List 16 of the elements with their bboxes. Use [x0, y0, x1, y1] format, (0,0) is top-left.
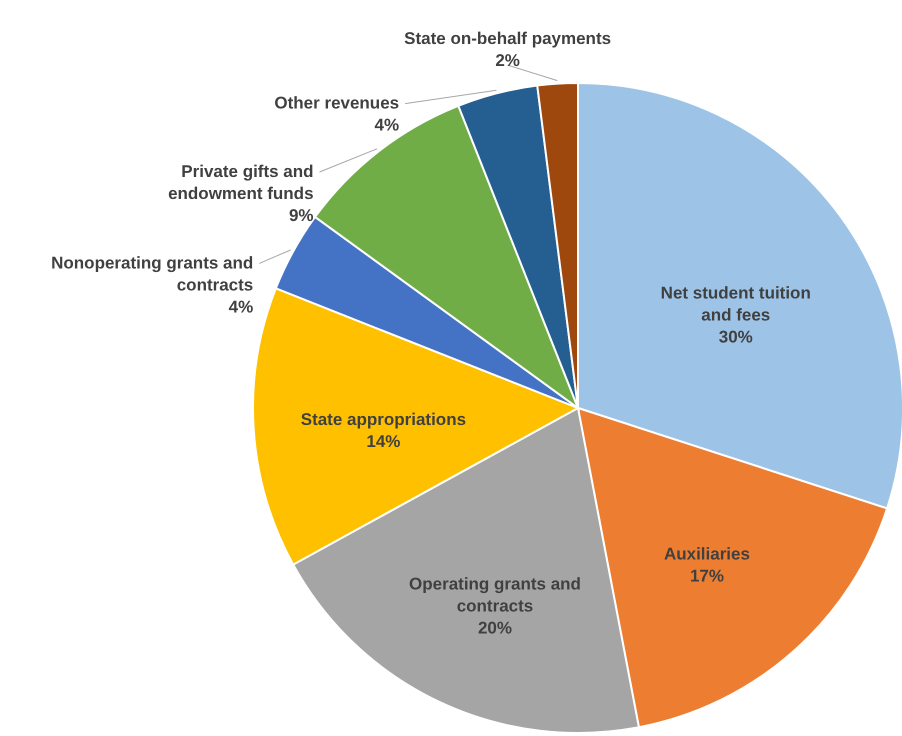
- slice-label: State on-behalf payments: [404, 29, 612, 48]
- slice-label: Operating grants and contracts: [409, 574, 581, 616]
- slice-label: Net student tuition and fees: [660, 283, 811, 324]
- slice-label: State appropriations: [300, 410, 466, 430]
- data-label: 4%: [374, 116, 400, 135]
- data-label: 4%: [228, 297, 254, 316]
- data-label: 20%: [478, 618, 512, 638]
- slice-label: Nonoperating grants and contracts: [51, 253, 254, 294]
- slice-label: Other revenues: [274, 94, 400, 113]
- data-label: 2%: [495, 51, 520, 70]
- slice-label: Private gifts and endowment funds: [168, 162, 314, 203]
- data-label: 17%: [690, 566, 724, 586]
- slice-label: Auxiliaries: [664, 544, 750, 564]
- data-label: 14%: [366, 432, 400, 452]
- data-label: 30%: [718, 327, 753, 346]
- data-label: 9%: [288, 206, 314, 225]
